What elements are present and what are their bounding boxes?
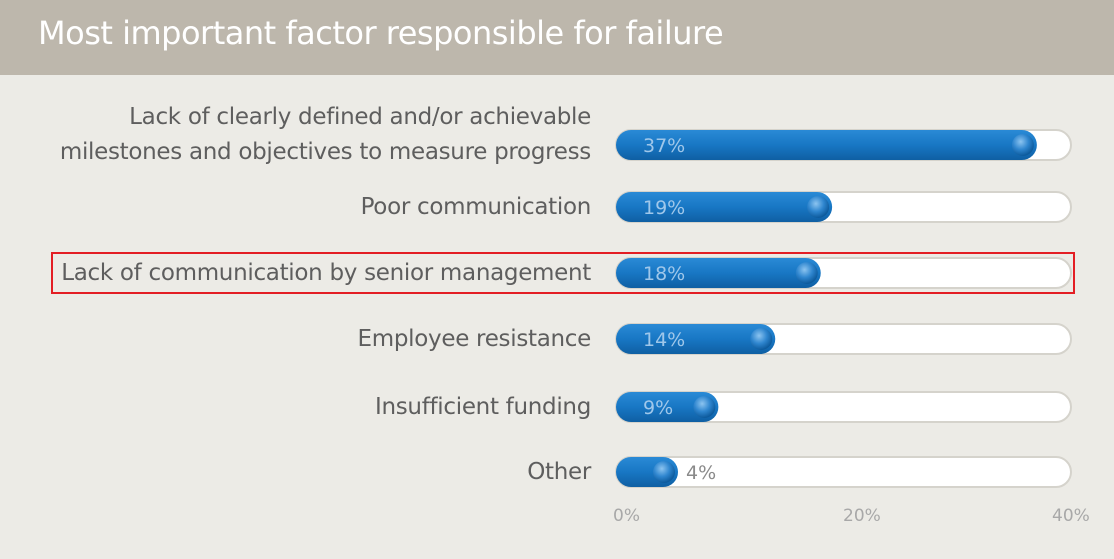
- bar-knob: [693, 396, 716, 418]
- title-bar: Most important factor responsible for fa…: [0, 0, 1114, 75]
- x-tick-40: 40%: [1052, 506, 1090, 526]
- bar-knob: [1011, 134, 1034, 156]
- category-label-line: Lack of clearly defined and/or achievabl…: [129, 104, 591, 130]
- data-label: 19%: [643, 197, 685, 219]
- bar-knob: [750, 328, 773, 350]
- data-label: 4%: [686, 462, 716, 484]
- category-label: Lack of communication by senior manageme…: [61, 256, 591, 291]
- category-label-line: Other: [527, 458, 591, 485]
- bar: [616, 130, 1037, 160]
- x-tick-20: 20%: [843, 506, 881, 526]
- category-label-line: Insufficient funding: [374, 393, 591, 420]
- data-label: 14%: [643, 329, 685, 351]
- bar: [616, 324, 776, 354]
- bar-knob: [653, 461, 675, 483]
- category-label: Employee resistance: [357, 322, 592, 357]
- bar: [616, 392, 719, 422]
- category-label-line: Lack of communication by senior manageme…: [61, 259, 591, 286]
- data-label: 9%: [643, 397, 673, 419]
- bar-track: [615, 456, 1072, 488]
- category-label: Insufficient funding: [375, 390, 591, 425]
- category-label-line: milestones and objectives to measure pro…: [59, 139, 591, 165]
- bar-knob: [795, 262, 818, 284]
- category-label: Poor communication: [360, 190, 592, 225]
- category-label-line: Poor communication: [360, 193, 592, 220]
- bar-knob: [807, 196, 830, 218]
- bar: [616, 258, 821, 288]
- x-tick-0: 0%: [613, 506, 640, 526]
- data-label: 37%: [643, 135, 685, 157]
- bar: [616, 192, 833, 222]
- data-label: 18%: [643, 263, 685, 285]
- category-label: Lack of clearly defined and/or achievabl…: [60, 100, 591, 170]
- chart-title: Most important factor responsible for fa…: [38, 14, 724, 52]
- category-label-line: Employee resistance: [357, 325, 592, 352]
- category-label: Other: [527, 455, 591, 490]
- highlight-box: [51, 252, 1075, 294]
